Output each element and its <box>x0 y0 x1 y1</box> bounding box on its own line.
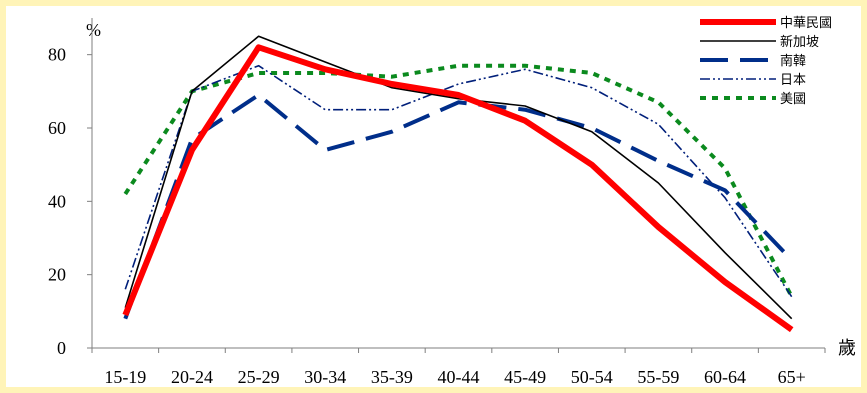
x-tick-label: 40-44 <box>438 367 480 387</box>
x-tick-label: 50-54 <box>571 367 613 387</box>
x-tick-label: 20-24 <box>171 367 213 387</box>
y-tick-label: 20 <box>48 265 66 285</box>
x-tick-label: 35-39 <box>371 367 413 387</box>
x-tick-label: 55-59 <box>637 367 679 387</box>
x-tick-label: 15-19 <box>104 367 146 387</box>
x-tick-label: 65+ <box>778 367 806 387</box>
series-layer <box>122 35 794 333</box>
legend-label-3: 南韓 <box>780 53 806 69</box>
y-tick-label: 40 <box>48 191 66 211</box>
legend-label-5: 美國 <box>780 92 806 107</box>
x-tick-label: 30-34 <box>304 367 346 387</box>
series-line-3 <box>123 93 794 320</box>
axes: 0 20 40 60 80 15-19 20-24 25-29 30-34 35-39 40-44 4… <box>48 18 826 387</box>
x-axis-unit: 歲 <box>838 338 856 358</box>
legend-label-1: 中華民國 <box>780 16 832 31</box>
y-tick-label: 60 <box>48 118 66 138</box>
x-tick-label: 25-29 <box>238 367 280 387</box>
y-tick-label: 80 <box>48 45 66 65</box>
series-line-2 <box>124 35 793 320</box>
legend-label-4: 日本 <box>780 73 806 88</box>
x-tick-label: 45-49 <box>504 367 546 387</box>
y-axis-unit: % <box>86 20 101 40</box>
series-line-1 <box>122 44 794 333</box>
legend-label-2: 新加坡 <box>780 34 819 50</box>
series-line-4 <box>124 64 793 298</box>
y-tick-label: 0 <box>57 338 66 358</box>
x-tick-label: 60-64 <box>704 367 746 387</box>
